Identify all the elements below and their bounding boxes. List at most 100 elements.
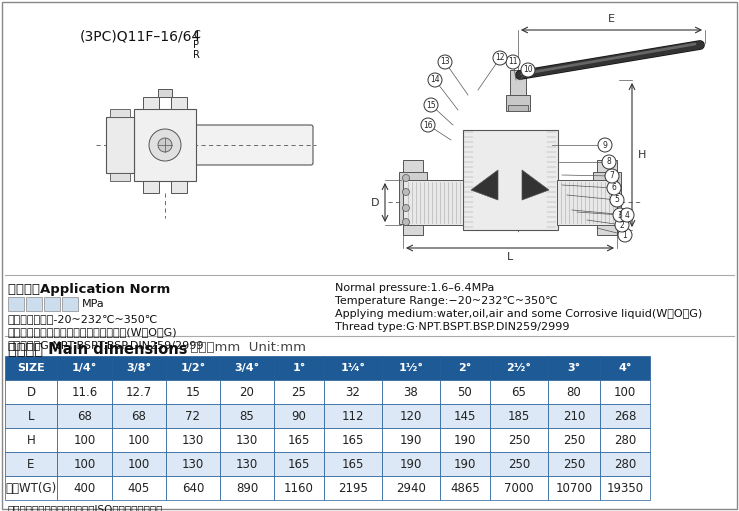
- Bar: [324, 380, 382, 404]
- Text: D: D: [27, 385, 35, 399]
- Bar: [600, 452, 650, 476]
- Text: 405: 405: [128, 481, 150, 495]
- Text: 1160: 1160: [284, 481, 314, 495]
- Circle shape: [403, 219, 409, 225]
- Text: 130: 130: [182, 457, 204, 471]
- Bar: [143, 181, 159, 193]
- Text: 14: 14: [430, 76, 440, 84]
- Text: 1¹⁄₂°: 1¹⁄₂°: [398, 363, 423, 373]
- Bar: [548, 356, 600, 380]
- Bar: [490, 380, 548, 404]
- Bar: [324, 476, 382, 500]
- Bar: [274, 356, 324, 380]
- Bar: [274, 476, 324, 500]
- Text: 68: 68: [77, 409, 92, 423]
- Bar: [112, 380, 166, 404]
- Text: 15: 15: [426, 101, 436, 109]
- Circle shape: [613, 208, 627, 222]
- Text: 13: 13: [440, 58, 450, 66]
- Text: D: D: [370, 197, 379, 207]
- Text: 130: 130: [236, 433, 258, 447]
- Circle shape: [403, 174, 409, 181]
- Bar: [508, 105, 528, 111]
- Circle shape: [493, 51, 507, 65]
- Bar: [57, 356, 112, 380]
- Bar: [112, 452, 166, 476]
- Bar: [324, 452, 382, 476]
- Bar: [600, 404, 650, 428]
- Text: 65: 65: [511, 385, 526, 399]
- Bar: [382, 428, 440, 452]
- Text: 适用介质：水、油、气及某些腐蚀性液体(W、O、G): 适用介质：水、油、气及某些腐蚀性液体(W、O、G): [8, 327, 177, 337]
- Bar: [166, 356, 220, 380]
- Text: 1¹⁄₄°: 1¹⁄₄°: [341, 363, 366, 373]
- Bar: [220, 452, 274, 476]
- Text: 单位：mm  Unit:mm: 单位：mm Unit:mm: [182, 341, 306, 354]
- Circle shape: [521, 63, 535, 77]
- Text: 3: 3: [618, 211, 622, 220]
- Text: MPa: MPa: [82, 299, 105, 309]
- Bar: [440, 428, 490, 452]
- Text: 50: 50: [457, 385, 472, 399]
- Text: 20: 20: [239, 385, 254, 399]
- Text: 4: 4: [624, 211, 630, 220]
- Circle shape: [602, 155, 616, 169]
- Circle shape: [421, 118, 435, 132]
- Circle shape: [620, 208, 634, 222]
- Bar: [112, 356, 166, 380]
- Bar: [171, 181, 187, 193]
- Bar: [134, 109, 196, 181]
- Text: 130: 130: [236, 457, 258, 471]
- Text: 1°: 1°: [293, 363, 306, 373]
- Text: 250: 250: [563, 433, 585, 447]
- Bar: [403, 160, 423, 235]
- Circle shape: [403, 189, 409, 196]
- Bar: [600, 380, 650, 404]
- Text: 190: 190: [400, 433, 422, 447]
- Text: 1: 1: [623, 230, 627, 240]
- Text: 268: 268: [614, 409, 636, 423]
- Circle shape: [610, 193, 624, 207]
- Text: 1/4°: 1/4°: [72, 363, 98, 373]
- Text: 190: 190: [454, 457, 476, 471]
- Text: 68: 68: [132, 409, 146, 423]
- Text: 注：三片式系列球阀均可带国际ISO支架和锁定装置。: 注：三片式系列球阀均可带国际ISO支架和锁定装置。: [8, 504, 163, 511]
- Bar: [399, 172, 427, 224]
- Bar: [57, 428, 112, 452]
- Text: 190: 190: [454, 433, 476, 447]
- Bar: [440, 380, 490, 404]
- Bar: [5, 452, 57, 476]
- Text: 5: 5: [615, 196, 619, 204]
- Text: 190: 190: [400, 457, 422, 471]
- Text: 4865: 4865: [450, 481, 480, 495]
- Bar: [166, 476, 220, 500]
- Text: R: R: [193, 50, 200, 60]
- Text: 120: 120: [400, 409, 422, 423]
- Text: 90: 90: [292, 409, 307, 423]
- Text: 250: 250: [563, 457, 585, 471]
- Bar: [490, 356, 548, 380]
- Bar: [382, 476, 440, 500]
- Circle shape: [615, 218, 629, 232]
- Text: 890: 890: [236, 481, 258, 495]
- Bar: [382, 452, 440, 476]
- Text: 3/4°: 3/4°: [234, 363, 259, 373]
- Bar: [62, 297, 78, 311]
- Bar: [548, 428, 600, 452]
- Text: 2940: 2940: [396, 481, 426, 495]
- Circle shape: [149, 129, 181, 161]
- Bar: [324, 428, 382, 452]
- Bar: [220, 356, 274, 380]
- Circle shape: [506, 55, 520, 69]
- Circle shape: [598, 138, 612, 152]
- Bar: [106, 117, 134, 173]
- Text: 400: 400: [73, 481, 95, 495]
- Text: 100: 100: [128, 457, 150, 471]
- Bar: [510, 70, 526, 105]
- Text: 7000: 7000: [504, 481, 534, 495]
- Bar: [548, 380, 600, 404]
- Bar: [382, 380, 440, 404]
- Text: 38: 38: [403, 385, 418, 399]
- Bar: [274, 428, 324, 452]
- Bar: [593, 172, 621, 224]
